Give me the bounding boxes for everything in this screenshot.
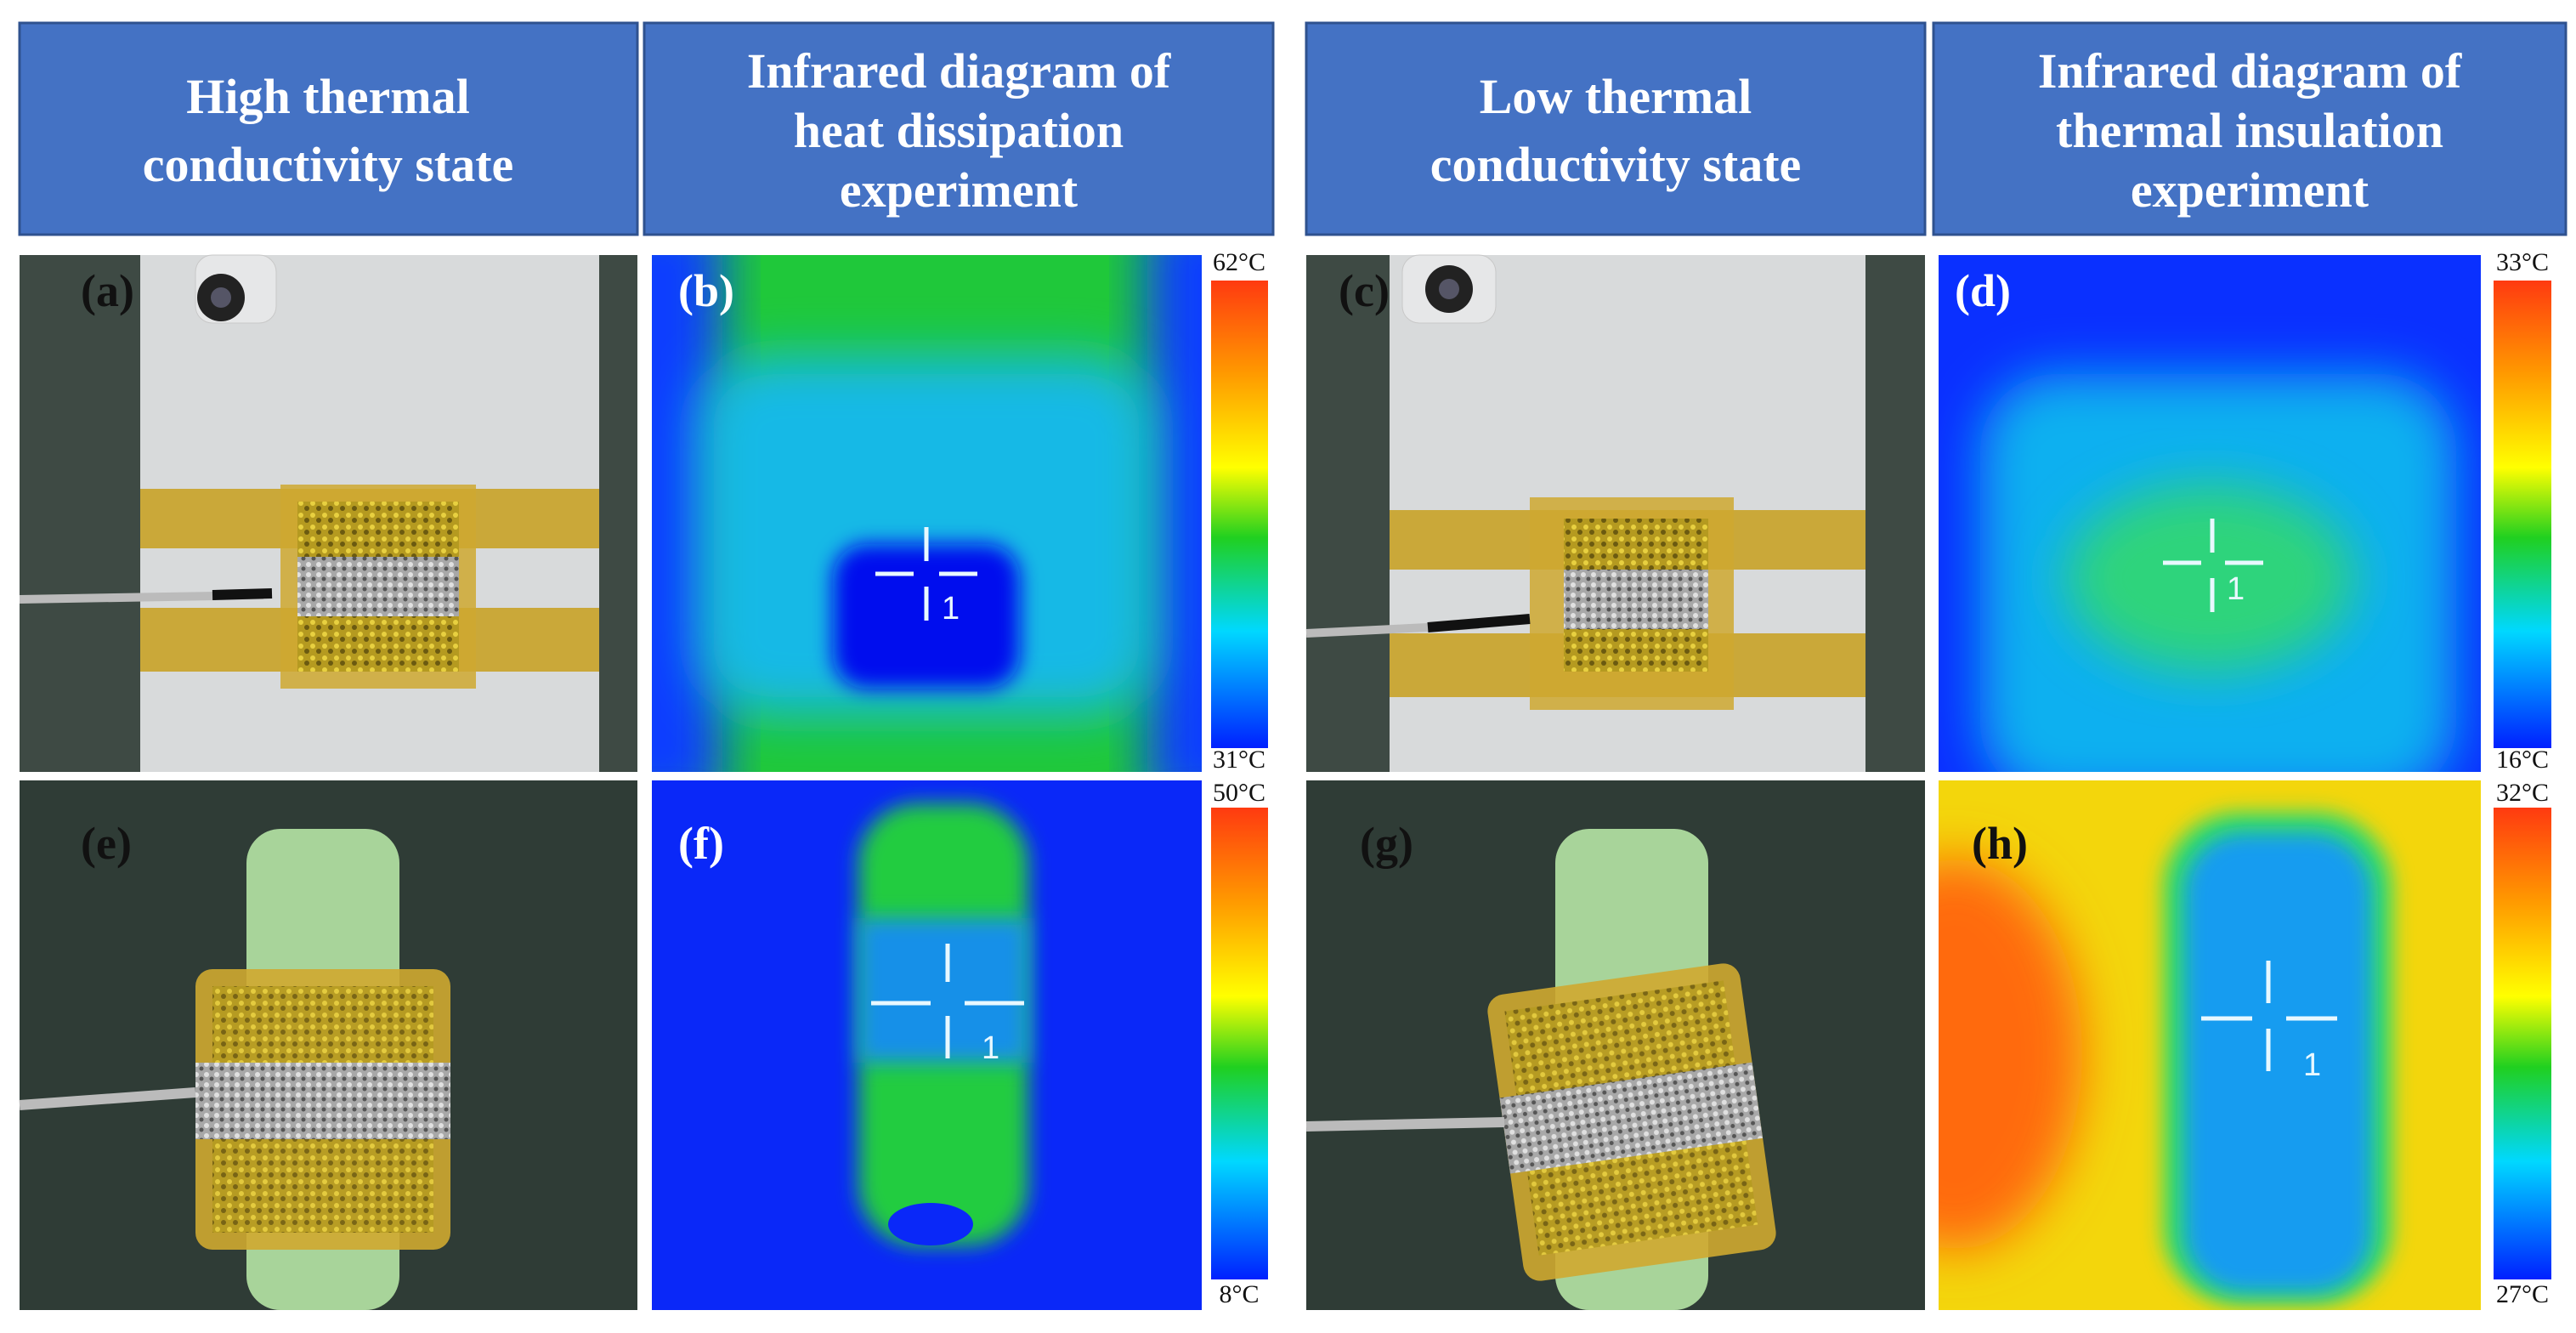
shape <box>19 1087 196 1110</box>
scale-max: 33°C <box>2496 248 2549 276</box>
shape <box>1499 1062 1764 1174</box>
panel-label: (f) <box>678 818 724 869</box>
header-text: conductivity state <box>1430 137 1802 192</box>
shape <box>195 1063 450 1139</box>
scale-min: 27°C <box>2496 1280 2549 1308</box>
shape <box>1147 255 1202 772</box>
shape <box>1564 570 1708 629</box>
header-text: conductivity state <box>143 137 514 192</box>
header-text: experiment <box>2131 162 2369 218</box>
shape <box>888 1203 973 1245</box>
shape <box>2201 961 2337 1071</box>
colorbar <box>1211 281 1268 748</box>
panel-label: (g) <box>1360 818 1413 869</box>
header-text: Infrared diagram of <box>747 43 1171 99</box>
panel-label: (a) <box>81 265 134 316</box>
header-box <box>1305 21 1927 236</box>
shape <box>2065 485 2354 672</box>
shape <box>2184 833 2371 1292</box>
scale-max: 32°C <box>2496 779 2549 807</box>
header-box <box>643 21 1275 236</box>
marker-label: 1 <box>942 591 960 627</box>
scale-min: 31°C <box>1213 746 1265 774</box>
marker-label: 1 <box>982 1030 999 1066</box>
shape <box>858 918 1028 1063</box>
marker-label: 1 <box>2227 571 2245 607</box>
header-box <box>18 21 639 236</box>
scale-max: 62°C <box>1213 248 1265 276</box>
shape <box>1305 1117 1505 1132</box>
shape <box>2163 519 2263 612</box>
photo-battery <box>19 780 637 1310</box>
header-box <box>1932 21 2568 236</box>
panel-label: (h) <box>1972 818 2028 869</box>
marker-label: 1 <box>2303 1047 2321 1083</box>
header-text: Infrared diagram of <box>2038 43 2462 99</box>
scale-max: 50°C <box>1213 779 1265 807</box>
colorbar <box>1211 808 1268 1279</box>
panel-label: (b) <box>678 265 734 316</box>
header-text: thermal insulation <box>2056 103 2443 158</box>
infrared-image <box>652 780 1202 1310</box>
colorbar <box>2494 281 2551 748</box>
shape <box>1427 614 1531 632</box>
infrared-image <box>1939 255 2481 772</box>
shape <box>1939 859 2082 1250</box>
shape <box>211 287 231 308</box>
panel-label: (e) <box>81 818 132 869</box>
shape <box>875 527 977 621</box>
header-text: Low thermal <box>1480 69 1752 124</box>
infrared-image <box>1939 780 2481 1310</box>
panel-labels: (a) (b) (c) (d) (e) (f) (g) (h) <box>81 265 2028 869</box>
header-text: experiment <box>840 162 1079 218</box>
colorbars: 62°C 31°C 33°C 16°C 50°C 8°C 32°C 27°C <box>1211 248 2551 1308</box>
panel-label: (c) <box>1339 265 1390 316</box>
crosshair <box>871 519 2337 1071</box>
colorbar <box>2494 808 2551 1279</box>
photo-phone <box>19 254 637 772</box>
shape <box>871 944 1024 1058</box>
infrared-image <box>652 255 1202 772</box>
scale-min: 8°C <box>1219 1280 1259 1308</box>
scale-min: 16°C <box>2496 746 2549 774</box>
photo-battery <box>1305 780 1925 1310</box>
photo-phone <box>1305 254 1925 772</box>
crosshair-labels: 1 1 1 1 <box>942 571 2321 1083</box>
header-text: heat dissipation <box>794 103 1124 158</box>
panel-label: (d) <box>1955 265 2011 316</box>
header-row: High thermal conductivity state Infrared… <box>18 21 2568 236</box>
shape <box>297 557 459 616</box>
header-text: High thermal <box>186 69 469 124</box>
shape <box>212 588 273 600</box>
shape <box>1439 279 1459 299</box>
